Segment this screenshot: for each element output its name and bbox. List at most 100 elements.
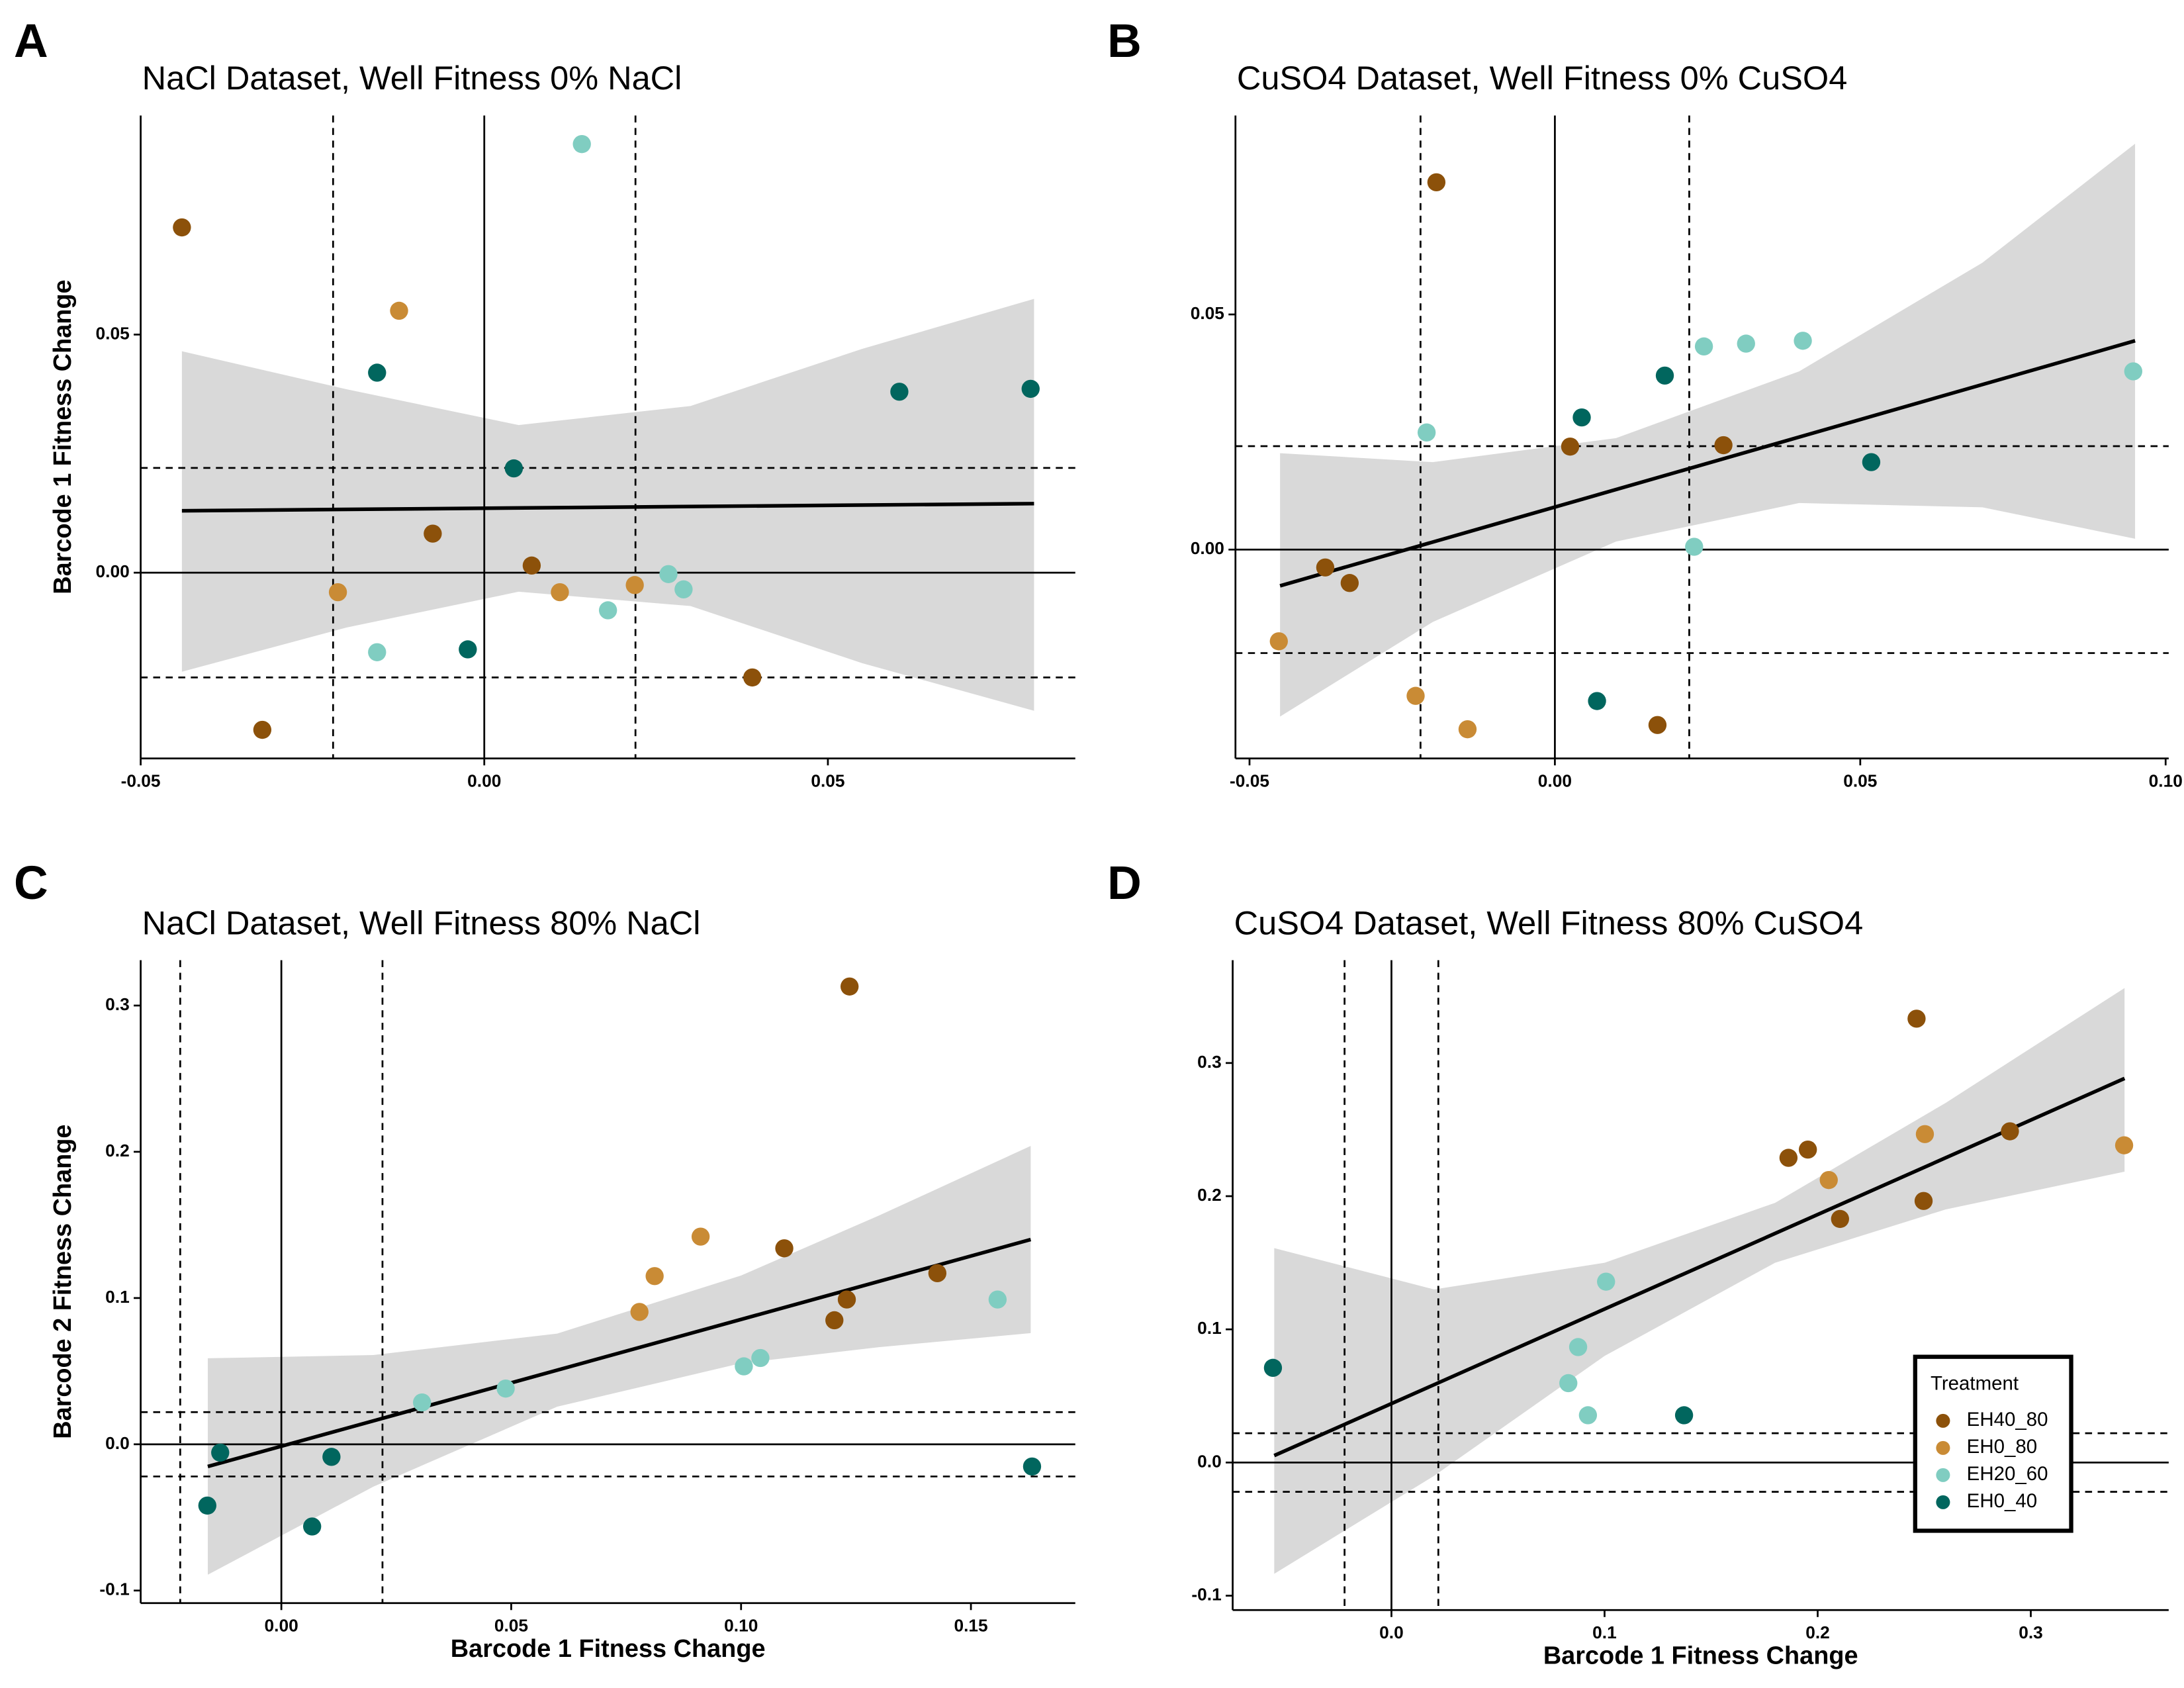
- y-tick-label: 0.05: [96, 323, 130, 343]
- x-tick-label: 0.05: [1843, 771, 1877, 790]
- legend: Treatment EH40_80 EH0_80 EH20_60 EH0_40: [1913, 1354, 2073, 1533]
- data-point: [1588, 692, 1606, 710]
- x-tick-label: 0.0: [1379, 1622, 1404, 1642]
- y-tick-label: 0.0: [1197, 1451, 1222, 1471]
- data-point: [390, 301, 408, 320]
- data-point: [1572, 408, 1591, 427]
- data-point: [1737, 334, 1755, 353]
- data-point: [625, 576, 644, 594]
- data-point: [504, 459, 523, 478]
- data-point: [253, 720, 272, 739]
- data-point: [1794, 332, 1812, 350]
- legend-label: EH0_40: [1967, 1490, 2037, 1512]
- data-point: [1694, 337, 1713, 355]
- fit-line: [1279, 339, 2136, 588]
- data-point: [1915, 1125, 1934, 1143]
- data-point: [1263, 1358, 1283, 1378]
- data-point: [1559, 1374, 1578, 1393]
- data-point: [1597, 1272, 1615, 1291]
- y-tick-label: 0.00: [1191, 538, 1224, 558]
- data-point: [551, 583, 569, 602]
- legend-title: Treatment: [1931, 1373, 2019, 1395]
- data-point: [424, 524, 442, 543]
- x-tick-label: 0.05: [811, 771, 844, 790]
- y-tick-label: 0.00: [96, 561, 130, 581]
- x-axis-label: Barcode 1 Fitness Change: [1543, 1642, 1858, 1670]
- data-point: [598, 601, 617, 620]
- data-point: [645, 1267, 664, 1286]
- x-tick-label: 0.10: [724, 1615, 758, 1635]
- y-axis-label: Barcode 1 Fitness Change: [49, 279, 77, 594]
- data-point: [735, 1357, 753, 1376]
- x-tick-label: -0.05: [121, 771, 161, 790]
- y-tick-label: 0.3: [1197, 1052, 1222, 1072]
- data-point: [825, 1311, 844, 1330]
- data-point: [1779, 1149, 1798, 1167]
- data-point: [2124, 362, 2143, 381]
- legend-marker: [1936, 1413, 1950, 1428]
- confidence-band: [207, 1146, 1031, 1575]
- data-point: [1907, 1009, 1926, 1028]
- data-point: [572, 134, 591, 154]
- x-tick-label: 0.15: [954, 1615, 987, 1635]
- data-point: [928, 1264, 947, 1283]
- y-tick-label: 0.2: [1197, 1185, 1222, 1205]
- data-point: [890, 383, 909, 401]
- y-tick-label: 0.2: [105, 1141, 130, 1160]
- y-tick-label: 0.0: [105, 1433, 130, 1453]
- data-point: [1714, 436, 1733, 455]
- data-point: [1417, 423, 1436, 442]
- data-point: [522, 556, 541, 575]
- fit-line: [181, 502, 1034, 513]
- data-point: [328, 583, 347, 602]
- legend-marker: [1936, 1440, 1950, 1455]
- x-tick-label: 0.1: [1592, 1622, 1617, 1642]
- data-point: [368, 643, 387, 661]
- x-tick-label: 0.00: [265, 1615, 298, 1635]
- data-point: [1655, 366, 1674, 385]
- data-point: [659, 565, 678, 583]
- data-point: [198, 1496, 216, 1515]
- y-tick-label: 0.3: [105, 994, 130, 1014]
- y-tick-label: -0.1: [1191, 1584, 1221, 1604]
- chart-title: NaCl Dataset, Well Fitness 0% NaCl: [142, 59, 682, 97]
- legend-marker: [1936, 1468, 1950, 1482]
- confidence-band: [181, 299, 1034, 711]
- x-tick-label: 0.10: [2149, 771, 2183, 790]
- data-point: [1799, 1140, 1817, 1159]
- data-point: [496, 1379, 515, 1398]
- data-point: [368, 363, 387, 382]
- x-tick-label: 0.2: [1805, 1622, 1830, 1642]
- data-point: [1269, 632, 1288, 651]
- data-point: [1021, 379, 1040, 399]
- data-point: [2001, 1122, 2019, 1141]
- panel-label: A: [14, 15, 48, 68]
- data-point: [302, 1517, 322, 1536]
- data-point: [1914, 1192, 1933, 1210]
- data-point: [1458, 720, 1477, 739]
- data-point: [743, 668, 762, 687]
- data-point: [1685, 538, 1704, 556]
- x-tick-label: 0.3: [2019, 1622, 2043, 1642]
- data-point: [837, 1290, 856, 1309]
- x-tick-label: -0.05: [1230, 771, 1269, 790]
- x-tick-label: 0.00: [1538, 771, 1572, 790]
- data-point: [322, 1448, 341, 1466]
- y-tick-label: 0.1: [1197, 1318, 1222, 1338]
- data-point: [1819, 1171, 1838, 1190]
- confidence-band: [1274, 988, 2125, 1574]
- data-point: [1427, 173, 1446, 192]
- y-axis-label: Barcode 2 Fitness Change: [49, 1125, 77, 1439]
- data-point: [1340, 574, 1359, 592]
- data-point: [751, 1348, 770, 1368]
- data-point: [1023, 1457, 1042, 1476]
- chart-title: NaCl Dataset, Well Fitness 80% NaCl: [142, 904, 701, 941]
- y-tick-label: 0.1: [105, 1287, 130, 1307]
- data-point: [1674, 1406, 1694, 1425]
- data-point: [775, 1239, 794, 1258]
- data-point: [1862, 453, 1881, 471]
- chart-title: CuSO4 Dataset, Well Fitness 0% CuSO4: [1237, 59, 1847, 97]
- panel-label: B: [1107, 15, 1142, 68]
- confidence-band: [1280, 144, 2136, 717]
